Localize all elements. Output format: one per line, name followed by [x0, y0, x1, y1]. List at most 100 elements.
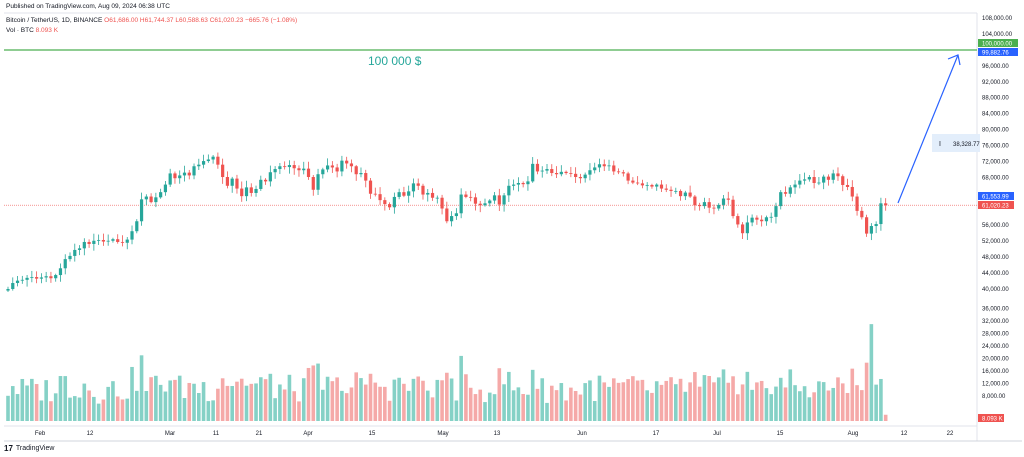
candle-body: [135, 221, 139, 232]
candle-body: [588, 170, 592, 175]
volume-bar: [154, 375, 158, 421]
candles: [6, 152, 888, 292]
volume-bar: [440, 380, 444, 421]
price-tick-label: 104,000.00: [982, 32, 1013, 38]
volume-bar: [516, 387, 521, 421]
candle-body: [836, 173, 840, 177]
candle-body: [860, 210, 864, 218]
time-axis[interactable]: Feb 12 Mar 11 21 Apr 15 May 13 Jun 17 Jul 15 Aug 12 22: [35, 431, 954, 437]
volume-bar: [845, 392, 850, 421]
volume-bar: [869, 324, 874, 421]
volume-bar: [697, 386, 702, 421]
volume-bar: [292, 391, 296, 421]
volume-bar: [44, 380, 48, 421]
volume-legend[interactable]: Vol · BTC 8.093 K: [6, 27, 58, 34]
candle-body: [774, 206, 778, 217]
candle-body: [717, 204, 721, 209]
volume-bar: [716, 377, 721, 421]
volume-bar: [378, 386, 382, 421]
volume-bar: [87, 390, 91, 421]
tradingview-footer[interactable]: 17 TradingView: [4, 444, 54, 453]
candle-body: [469, 196, 473, 198]
candle-body: [583, 174, 587, 179]
candle-body: [540, 170, 544, 172]
volume-bar: [683, 391, 688, 421]
price-tick-label: 44,000.00: [982, 271, 1009, 277]
volume-bars: [6, 324, 888, 421]
volume-bar: [163, 391, 168, 421]
volume-bar: [564, 400, 568, 421]
volume-bar: [445, 372, 449, 421]
volume-bar: [764, 388, 769, 421]
price-tick-label: 80,000.00: [982, 128, 1009, 134]
volume-bar: [583, 383, 587, 421]
volume-bar: [726, 382, 731, 421]
candle-body: [259, 179, 263, 189]
candle-body: [788, 187, 792, 194]
price-tick-label: 24,000.00: [982, 344, 1009, 350]
volume-bar: [817, 381, 821, 421]
candle-body: [302, 168, 306, 171]
volume-bar: [92, 396, 96, 421]
candle-body: [755, 217, 759, 220]
volume-bar: [411, 378, 416, 421]
volume-bar: [282, 389, 287, 421]
volume-bar: [306, 367, 311, 421]
projection-arrow[interactable]: [897, 54, 961, 204]
candle-body: [30, 277, 34, 278]
candle-body: [159, 192, 163, 198]
volume-bar: [712, 382, 716, 421]
candle-body: [659, 184, 664, 189]
candle-body: [120, 241, 125, 243]
volume-bar: [802, 386, 807, 421]
volume-bar: [478, 389, 483, 421]
volume-bar: [654, 381, 659, 421]
candle-body: [11, 283, 15, 289]
volume-bar: [34, 384, 39, 421]
candle-body: [101, 239, 105, 242]
candle-body: [721, 198, 726, 205]
candle-body: [316, 174, 320, 190]
volume-bar: [540, 378, 545, 421]
volume-bar: [259, 377, 263, 421]
candle-body: [760, 219, 764, 222]
volume-bar: [807, 397, 812, 421]
symbol-legend[interactable]: Bitcoin / TetherUS, 1D, BINANCE O61,686.…: [6, 17, 297, 24]
candle-body: [292, 165, 296, 169]
candle-body: [383, 200, 387, 205]
candle-body: [268, 172, 272, 182]
candle-body: [802, 179, 807, 181]
volume-bar: [659, 384, 664, 421]
measure-icon: I: [939, 141, 941, 148]
price-axis[interactable]: 108,000.00 104,000.00 96,000.00 92,000.00 88…: [982, 16, 1013, 400]
volume-bar: [621, 382, 626, 421]
candle-body: [139, 199, 144, 222]
volume-bar: [430, 397, 435, 421]
price-tick-label: 52,000.00: [982, 239, 1009, 245]
volume-bar: [707, 376, 711, 421]
candle-body: [526, 181, 530, 185]
volume-bar: [850, 368, 855, 421]
candle-body: [144, 196, 148, 200]
candle-body: [621, 172, 625, 174]
volume-bar: [106, 386, 110, 421]
candle-body: [225, 177, 230, 186]
volume-bar: [201, 382, 206, 421]
volume-bar: [425, 390, 430, 421]
measure-tool[interactable]: I 38,328.77: [932, 134, 980, 152]
price-tick-label: 8,000.00: [982, 394, 1006, 400]
last-high-tag-bg: [978, 192, 1014, 200]
volume-bar: [569, 387, 573, 421]
candle-body: [230, 178, 234, 186]
candle-body: [44, 276, 48, 278]
volume-tag: 8.093 K: [978, 414, 1004, 423]
volume-bar: [220, 378, 225, 421]
volume-bar: [297, 401, 301, 421]
volume-bar: [216, 388, 220, 421]
target-tag-bg: [978, 39, 1018, 47]
volume-bar: [368, 373, 373, 421]
candle-body: [740, 224, 745, 234]
target-annotation[interactable]: 100 000 $: [368, 54, 422, 68]
candle-body: [559, 171, 563, 175]
